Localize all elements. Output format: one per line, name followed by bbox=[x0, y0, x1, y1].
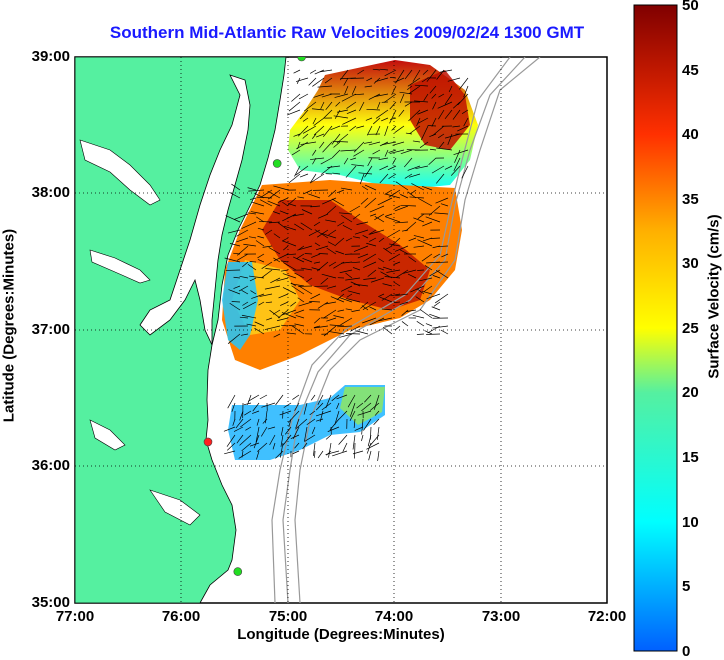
colorbar-tick-label: 5 bbox=[682, 578, 690, 595]
colorbar-tick-label: 25 bbox=[682, 320, 699, 337]
colorbar-tick-label: 0 bbox=[682, 643, 690, 660]
station-marker bbox=[204, 438, 212, 446]
x-axis-title: Longitude (Degrees:Minutes) bbox=[74, 626, 608, 643]
x-tick-label: 73:00 bbox=[466, 608, 536, 625]
colorbar-title: Surface Velocity (cm/s) bbox=[706, 187, 723, 407]
x-tick-label: 77:00 bbox=[40, 608, 110, 625]
colorbar-tick-label: 50 bbox=[682, 0, 699, 14]
colorbar-tick-label: 40 bbox=[682, 126, 699, 143]
colorbar-tick-label: 10 bbox=[682, 514, 699, 531]
colorbar-tick-label: 30 bbox=[682, 255, 699, 272]
colorbar-tick-label: 35 bbox=[682, 191, 699, 208]
y-tick-label: 36:00 bbox=[0, 457, 70, 474]
colorbar-tick-label: 15 bbox=[682, 449, 699, 466]
x-tick-label: 76:00 bbox=[146, 608, 216, 625]
y-axis-title: Latitude (Degrees:Minutes) bbox=[1, 216, 18, 436]
station-marker bbox=[298, 53, 306, 61]
x-tick-label: 74:00 bbox=[359, 608, 429, 625]
x-tick-label: 75:00 bbox=[253, 608, 323, 625]
y-tick-label: 38:00 bbox=[0, 184, 70, 201]
colorbar bbox=[634, 5, 677, 651]
station-marker bbox=[273, 159, 281, 167]
y-tick-label: 39:00 bbox=[0, 48, 70, 65]
x-tick-label: 72:00 bbox=[572, 608, 642, 625]
colorbar-tick-label: 45 bbox=[682, 62, 699, 79]
colorbar-tick-label: 20 bbox=[682, 384, 699, 401]
station-marker bbox=[234, 568, 242, 576]
